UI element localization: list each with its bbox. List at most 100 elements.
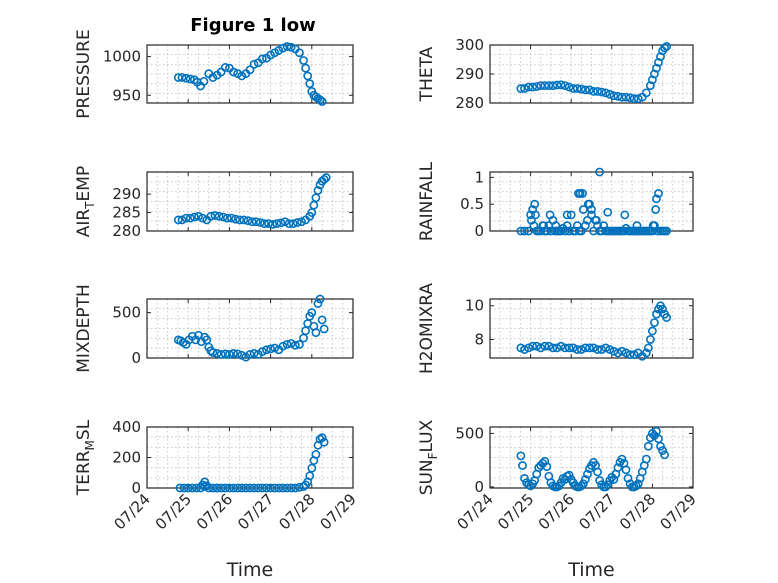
data-point	[307, 308, 317, 318]
data-point	[641, 454, 651, 464]
y-axis-label: THETA	[417, 46, 437, 102]
data-point	[241, 483, 251, 493]
data-point	[288, 219, 298, 229]
y-tick-label: 300	[455, 36, 484, 54]
data-point	[305, 79, 315, 89]
data-point	[562, 210, 572, 220]
data-point	[613, 348, 623, 358]
series-air_temp	[173, 173, 331, 229]
data-point	[591, 215, 601, 225]
data-point	[620, 210, 630, 220]
data-point	[566, 210, 576, 220]
data-point	[552, 80, 562, 90]
data-point	[520, 473, 529, 483]
data-point	[599, 221, 609, 231]
data-point	[177, 73, 187, 82]
data-point	[305, 471, 315, 481]
x-tick-label: 07/29	[657, 490, 700, 533]
data-point	[292, 218, 302, 227]
data-point	[625, 350, 635, 360]
axes-frame	[489, 298, 694, 359]
data-point	[520, 226, 529, 236]
data-point	[181, 213, 191, 223]
data-point	[216, 483, 226, 493]
data-point	[581, 475, 590, 484]
data-point	[625, 93, 635, 103]
data-point	[276, 218, 286, 228]
data-point	[532, 341, 542, 351]
data-point	[603, 480, 613, 490]
data-point	[560, 343, 570, 353]
data-point	[648, 226, 657, 236]
data-point	[609, 346, 619, 356]
axes-frame	[146, 44, 354, 104]
data-point	[235, 215, 245, 225]
data-point	[621, 348, 631, 358]
data-point	[662, 42, 672, 51]
data-point	[629, 350, 639, 360]
data-point	[641, 348, 651, 358]
data-point	[587, 210, 596, 220]
data-point	[532, 82, 542, 91]
data-point	[266, 344, 275, 354]
x-tick-label: 07/29	[317, 490, 360, 533]
data-point	[262, 345, 271, 355]
data-point	[257, 54, 267, 64]
data-point	[643, 441, 653, 451]
data-point	[548, 343, 558, 353]
data-point	[595, 476, 605, 485]
y-tick-label: 1000	[103, 48, 141, 66]
data-point	[556, 341, 566, 351]
data-point	[249, 59, 259, 69]
data-point	[645, 335, 655, 344]
y-tick-label: 0	[131, 349, 141, 367]
data-point	[317, 433, 327, 443]
data-point	[290, 483, 300, 493]
y-tick-label: 0	[474, 478, 484, 496]
data-point	[295, 339, 304, 349]
x-tick-label: 07/25	[152, 490, 195, 533]
data-point	[658, 304, 667, 314]
data-point	[194, 211, 203, 221]
data-point	[301, 326, 311, 336]
data-point	[578, 479, 588, 489]
data-point	[214, 211, 224, 221]
data-point	[282, 42, 292, 51]
data-point	[583, 199, 593, 209]
data-point	[229, 67, 238, 77]
y-axis-label: PRESSURE	[74, 29, 94, 118]
data-point	[220, 63, 230, 72]
data-point	[307, 463, 317, 473]
data-point	[262, 483, 271, 493]
data-point	[524, 343, 533, 353]
data-point	[212, 483, 222, 493]
data-point	[652, 226, 662, 236]
subplot-mixdepth: 0 500 MIXDEPTH	[74, 284, 354, 373]
data-point	[597, 87, 607, 97]
data-point	[239, 215, 249, 225]
data-point	[643, 343, 653, 353]
y-axis-label: SUNFLUX	[417, 419, 440, 495]
data-point	[650, 318, 659, 327]
data-point	[319, 324, 329, 334]
data-point	[648, 326, 657, 336]
data-point	[286, 42, 296, 52]
data-point	[605, 89, 615, 99]
data-point	[589, 343, 598, 353]
data-point	[264, 219, 273, 229]
data-point	[528, 341, 538, 351]
data-point	[589, 87, 598, 96]
grid-h2omixra	[489, 299, 694, 358]
data-point	[524, 82, 533, 92]
data-point	[581, 221, 590, 231]
data-point	[540, 81, 550, 90]
y-tick-label: 0	[474, 222, 484, 240]
data-point	[278, 483, 288, 493]
data-point	[520, 84, 529, 93]
y-axis-label: H2OMIXRA	[417, 283, 437, 374]
data-point	[595, 167, 605, 177]
data-point	[301, 63, 311, 73]
data-point	[516, 451, 526, 461]
data-point	[233, 349, 243, 359]
